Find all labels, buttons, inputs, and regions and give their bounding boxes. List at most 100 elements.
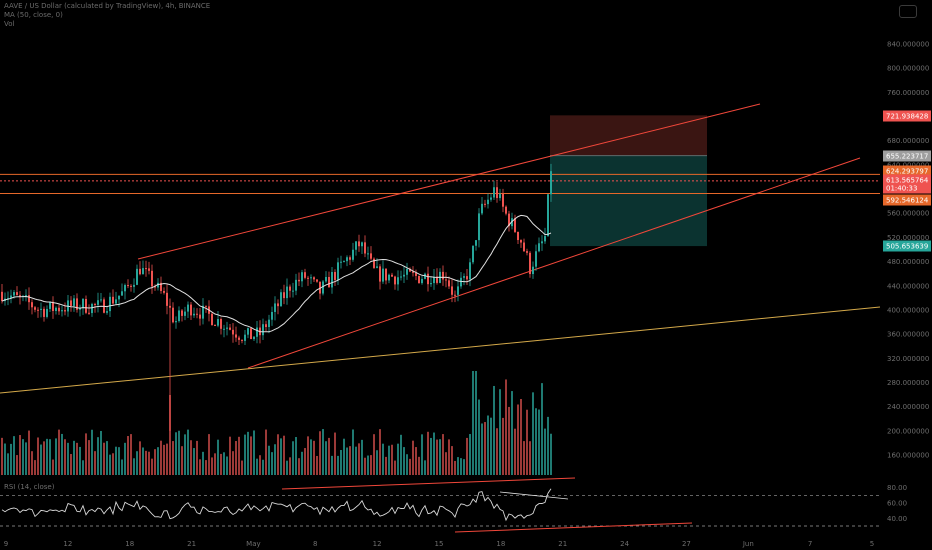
volume-bar xyxy=(31,451,33,475)
volume-bar xyxy=(520,399,522,475)
volume-bar xyxy=(241,460,243,475)
candle-body xyxy=(385,268,387,281)
candle-body xyxy=(373,258,375,268)
volume-bar xyxy=(445,452,447,475)
candle-body xyxy=(13,292,15,296)
time-tick-label: 18 xyxy=(125,540,134,548)
volume-bar xyxy=(16,455,18,475)
price-tick-label: 520.000000 xyxy=(887,234,929,242)
volume-bar xyxy=(208,434,210,475)
vol-legend: Vol xyxy=(4,20,15,28)
volume-bar xyxy=(178,430,180,475)
volume-bar xyxy=(22,439,24,475)
volume-bar xyxy=(481,423,483,475)
candle-body xyxy=(181,310,183,316)
price-tick-label: 320.000000 xyxy=(887,355,929,363)
candle-body xyxy=(328,276,330,288)
candle-body xyxy=(184,311,186,316)
candle-body xyxy=(295,279,297,291)
volume-bar xyxy=(79,446,81,475)
volume-bar xyxy=(532,392,534,475)
volume-bar xyxy=(526,409,528,475)
volume-bar xyxy=(130,434,132,475)
channel-upper-line xyxy=(137,103,761,260)
candle-body xyxy=(121,291,123,296)
volume-bar xyxy=(547,416,549,475)
volume-bar xyxy=(154,449,156,475)
volume-bar xyxy=(139,441,141,475)
candle-body xyxy=(163,290,165,293)
volume-bar xyxy=(502,417,504,475)
volume-bar xyxy=(250,436,252,475)
volume-bar xyxy=(496,428,498,475)
candle-body xyxy=(106,311,108,313)
volume-bar xyxy=(466,437,468,475)
price-tick-label: 680.000000 xyxy=(887,137,929,145)
candle-body xyxy=(322,281,324,294)
price-tag xyxy=(883,194,931,206)
volume-bar xyxy=(304,448,306,475)
volume-bar xyxy=(358,443,360,475)
candle-body xyxy=(10,295,12,298)
volume-bar xyxy=(157,447,159,475)
volume-bar xyxy=(376,450,378,475)
candle-body xyxy=(502,193,504,207)
price-tick-label: 360.000000 xyxy=(887,331,929,339)
volume-bar xyxy=(370,455,372,475)
volume-bar xyxy=(430,437,432,475)
candle-body xyxy=(400,276,402,278)
volume-bar xyxy=(19,435,21,475)
volume-bar xyxy=(52,459,54,475)
volume-bar xyxy=(124,442,126,475)
volume-bar xyxy=(460,458,462,475)
volume-bar xyxy=(43,441,45,475)
candle-body xyxy=(145,268,147,270)
volume-bar xyxy=(538,409,540,475)
candle-body xyxy=(388,274,390,281)
candle-body xyxy=(478,213,480,241)
candle-body xyxy=(472,245,474,263)
candle-body xyxy=(199,314,201,319)
volume-bar xyxy=(346,447,348,475)
volume-bar xyxy=(514,428,516,475)
volume-bar xyxy=(301,451,303,475)
candle-body xyxy=(238,337,240,340)
volume-bar xyxy=(169,395,171,475)
volume-bar xyxy=(82,460,84,475)
volume-bar xyxy=(88,440,90,475)
volume-bar xyxy=(295,437,297,475)
price-tag-label: 624.293797 xyxy=(886,168,928,176)
volume-bar xyxy=(55,438,57,475)
volume-bar xyxy=(37,437,39,475)
candle-body xyxy=(79,307,81,310)
volume-bar xyxy=(118,447,120,475)
candle-body xyxy=(352,249,354,260)
volume-bar xyxy=(493,385,495,475)
candle-body xyxy=(154,286,156,288)
volume-bar xyxy=(217,439,219,475)
candle-body xyxy=(274,303,276,312)
candle-body xyxy=(19,295,21,297)
volume-bar xyxy=(409,458,411,475)
candle-body xyxy=(148,268,150,271)
candle-body xyxy=(97,300,99,305)
price-tick-label: 240.000000 xyxy=(887,403,929,411)
chart-settings-button[interactable] xyxy=(899,5,917,18)
candle-body xyxy=(85,298,87,313)
candle-body xyxy=(196,313,198,315)
candle-body xyxy=(391,274,393,277)
volume-bar xyxy=(274,444,276,475)
volume-bar xyxy=(364,457,366,475)
rsi-legend: RSI (14, close) xyxy=(4,483,55,491)
candle-body xyxy=(418,275,420,284)
candle-body xyxy=(172,307,174,323)
candle-body xyxy=(190,304,192,316)
time-tick-label: 15 xyxy=(435,540,444,548)
time-tick-label: Jun xyxy=(742,540,754,548)
candle-body xyxy=(325,276,327,282)
candle-body xyxy=(535,251,537,267)
price-tag-label: 655.223717 xyxy=(886,153,928,161)
candle-body xyxy=(133,284,135,287)
volume-bar xyxy=(94,451,96,475)
